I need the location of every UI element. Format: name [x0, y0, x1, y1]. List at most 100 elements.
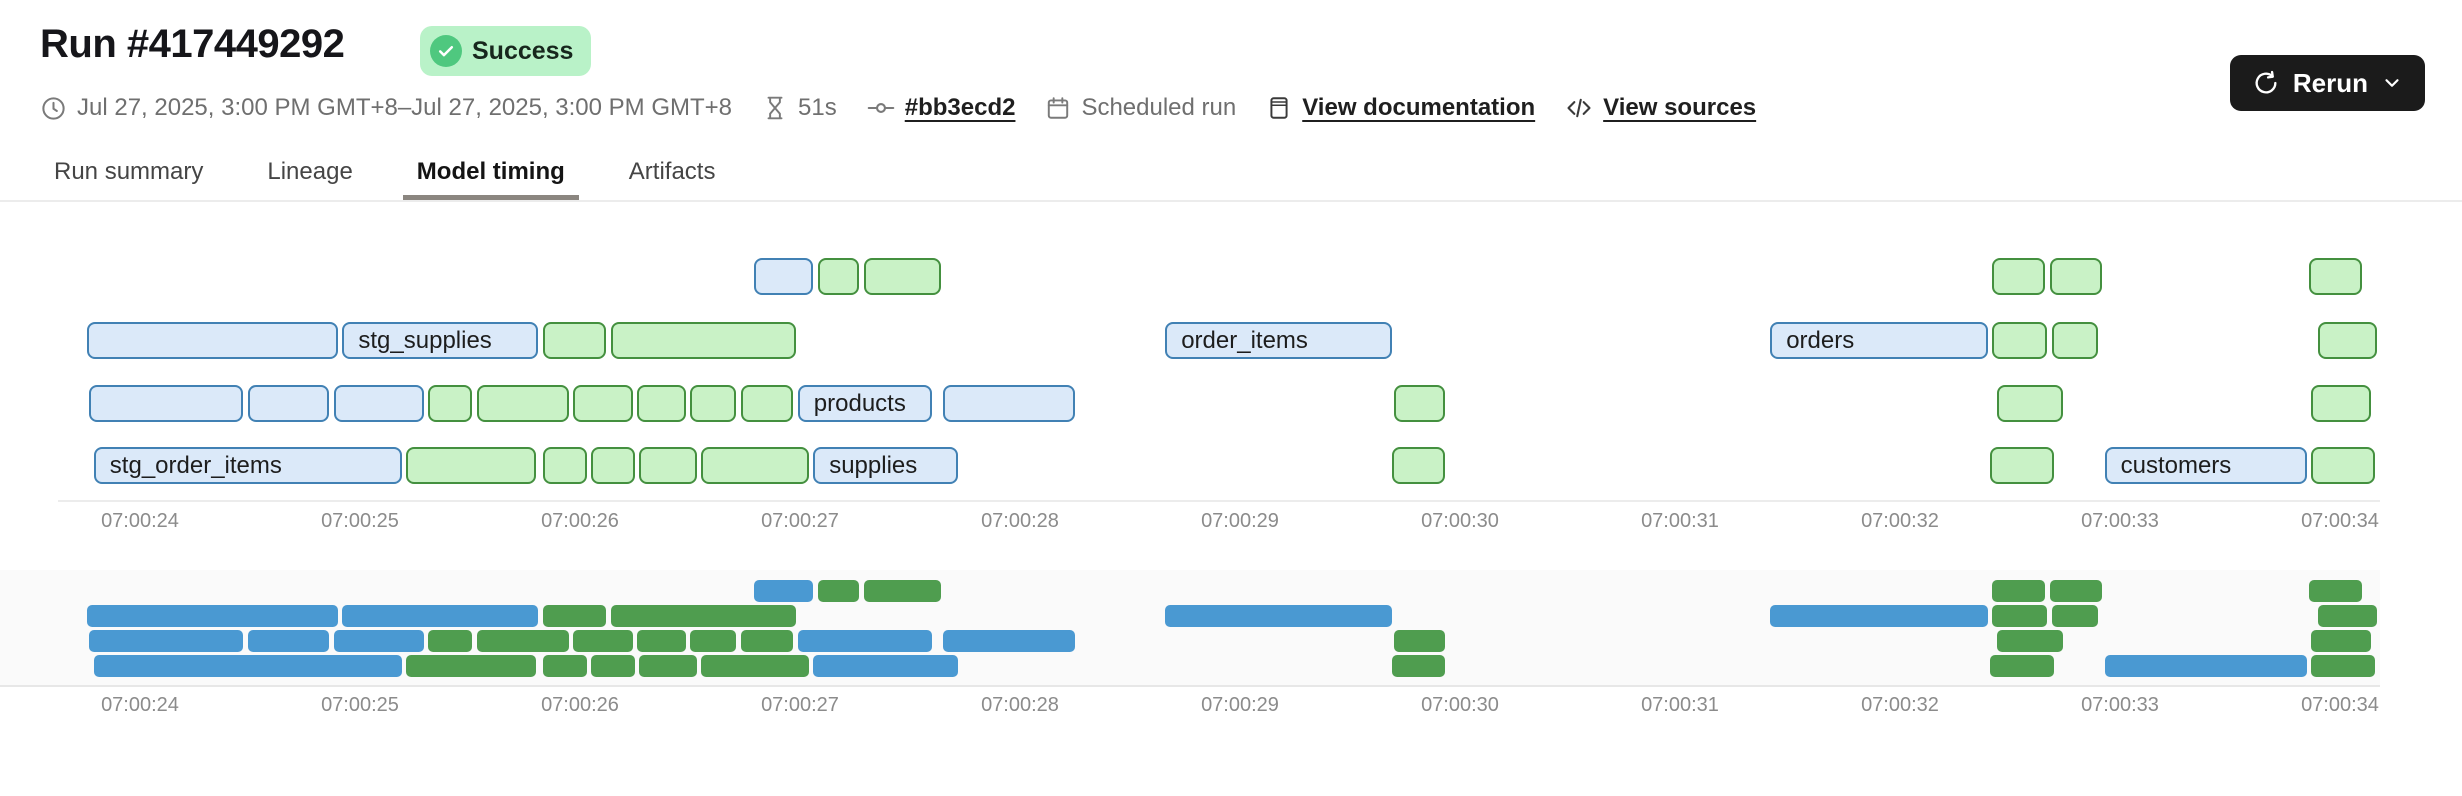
gantt-bar[interactable]: supplies — [813, 447, 959, 484]
minimap-bar[interactable] — [2318, 605, 2378, 627]
gantt-bar[interactable]: products — [797, 385, 932, 422]
gantt-bar[interactable] — [2051, 322, 2098, 359]
meta-commit[interactable]: #bb3ecd2 — [867, 94, 1016, 122]
minimap-bar[interactable] — [2049, 580, 2103, 602]
minimap-bar[interactable] — [591, 655, 635, 677]
gantt-bar[interactable] — [637, 385, 686, 422]
code-icon — [1567, 98, 1591, 118]
minimap-bar[interactable] — [740, 630, 794, 652]
minimap-bar[interactable] — [2311, 655, 2376, 677]
axis-tick-label: 07:00:27 — [761, 510, 839, 532]
hourglass-icon — [767, 96, 783, 120]
minimap-bar[interactable] — [247, 630, 330, 652]
gantt-bar[interactable]: stg_order_items — [93, 447, 402, 484]
minimap-bar[interactable] — [1165, 605, 1392, 627]
gantt-bar-label: stg_order_items — [109, 451, 282, 479]
gantt-bar[interactable]: customers — [2104, 447, 2307, 484]
tab-artifacts[interactable]: Artifacts — [628, 158, 716, 185]
minimap-bar[interactable] — [817, 580, 860, 602]
minimap-bar[interactable] — [943, 630, 1075, 652]
minimap-bar[interactable] — [2104, 655, 2307, 677]
gantt-bar[interactable] — [1394, 385, 1445, 422]
minimap-bar[interactable] — [863, 580, 941, 602]
gantt-bar[interactable] — [701, 447, 809, 484]
gantt-bar[interactable]: orders — [1770, 322, 1988, 359]
minimap-bar[interactable] — [406, 655, 536, 677]
gantt-bar[interactable] — [1996, 385, 2063, 422]
minimap-bar[interactable] — [2051, 605, 2098, 627]
gantt-bar[interactable]: order_items — [1165, 322, 1392, 359]
gantt-bar[interactable] — [2311, 447, 2376, 484]
meta-documentation[interactable]: View documentation — [1266, 94, 1535, 122]
gantt-bar[interactable] — [247, 385, 330, 422]
gantt-bar[interactable] — [591, 447, 635, 484]
minimap-bar[interactable] — [753, 580, 814, 602]
minimap-bar[interactable] — [542, 655, 587, 677]
minimap-bar[interactable] — [639, 655, 697, 677]
gantt-bar[interactable] — [740, 385, 794, 422]
meta-sources[interactable]: View sources — [1565, 94, 1756, 122]
gantt-bar[interactable]: stg_supplies — [342, 322, 539, 359]
gantt-bar[interactable] — [333, 385, 424, 422]
minimap-bar[interactable] — [1394, 630, 1445, 652]
rerun-button[interactable]: Rerun — [2229, 55, 2425, 111]
gantt-bar[interactable] — [87, 322, 338, 359]
gantt-bar[interactable] — [1391, 447, 1445, 484]
minimap-bar[interactable] — [1992, 605, 2048, 627]
minimap-bar[interactable] — [637, 630, 686, 652]
status-badge-label: Success — [472, 36, 574, 65]
minimap-bar[interactable] — [2311, 630, 2371, 652]
minimap-bar[interactable] — [813, 655, 959, 677]
gantt-bar[interactable] — [2049, 258, 2103, 295]
minimap-bar[interactable] — [333, 630, 424, 652]
minimap-bar[interactable] — [1996, 630, 2063, 652]
minimap-bar[interactable] — [89, 630, 244, 652]
minimap-bar[interactable] — [797, 630, 932, 652]
minimap-bar[interactable] — [342, 605, 539, 627]
gantt-bar[interactable] — [863, 258, 941, 295]
gantt-bar[interactable] — [542, 447, 587, 484]
minimap-bar[interactable] — [1770, 605, 1988, 627]
view-sources-link[interactable]: View sources — [1603, 94, 1757, 121]
minimap-bar[interactable] — [87, 605, 338, 627]
tab-lineage[interactable]: Lineage — [267, 158, 353, 185]
gantt-bar[interactable] — [817, 258, 860, 295]
minimap-bar[interactable] — [1990, 655, 2054, 677]
gantt-bar[interactable] — [428, 385, 473, 422]
chevron-down-icon[interactable] — [2381, 72, 2403, 94]
gantt-bar[interactable] — [542, 322, 607, 359]
minimap-bar[interactable] — [690, 630, 737, 652]
minimap-bar[interactable] — [1992, 580, 2046, 602]
gantt-bar[interactable] — [639, 447, 697, 484]
minimap-bar[interactable] — [542, 605, 607, 627]
minimap-bar[interactable] — [610, 605, 796, 627]
meta-duration: 51s — [762, 94, 837, 122]
gantt-bar[interactable] — [690, 385, 737, 422]
gantt-bar[interactable] — [1992, 258, 2046, 295]
axis-tick-label: 07:00:30 — [1421, 694, 1499, 716]
view-documentation-link[interactable]: View documentation — [1302, 94, 1536, 121]
gantt-bar[interactable] — [476, 385, 569, 422]
minimap-bar[interactable] — [428, 630, 473, 652]
tab-run-summary[interactable]: Run summary — [54, 158, 204, 185]
gantt-bar[interactable] — [89, 385, 244, 422]
success-check-icon — [430, 35, 462, 67]
minimap-bar[interactable] — [93, 655, 402, 677]
gantt-bar[interactable] — [573, 385, 633, 422]
minimap-bar[interactable] — [476, 630, 569, 652]
gantt-bar[interactable] — [943, 385, 1075, 422]
minimap-bar[interactable] — [573, 630, 633, 652]
gantt-bar[interactable] — [610, 322, 796, 359]
minimap-bar[interactable] — [1391, 655, 1445, 677]
minimap-bar[interactable] — [2309, 580, 2362, 602]
commit-link[interactable]: #bb3ecd2 — [904, 94, 1016, 121]
gantt-bar[interactable] — [2311, 385, 2371, 422]
gantt-bar[interactable] — [753, 258, 814, 295]
gantt-bar[interactable] — [2309, 258, 2362, 295]
gantt-bar[interactable] — [2318, 322, 2378, 359]
minimap-bar[interactable] — [701, 655, 809, 677]
gantt-bar[interactable] — [406, 447, 536, 484]
gantt-bar[interactable] — [1990, 447, 2054, 484]
gantt-bar[interactable] — [1992, 322, 2048, 359]
tab-model-timing[interactable]: Model timing — [402, 148, 579, 200]
